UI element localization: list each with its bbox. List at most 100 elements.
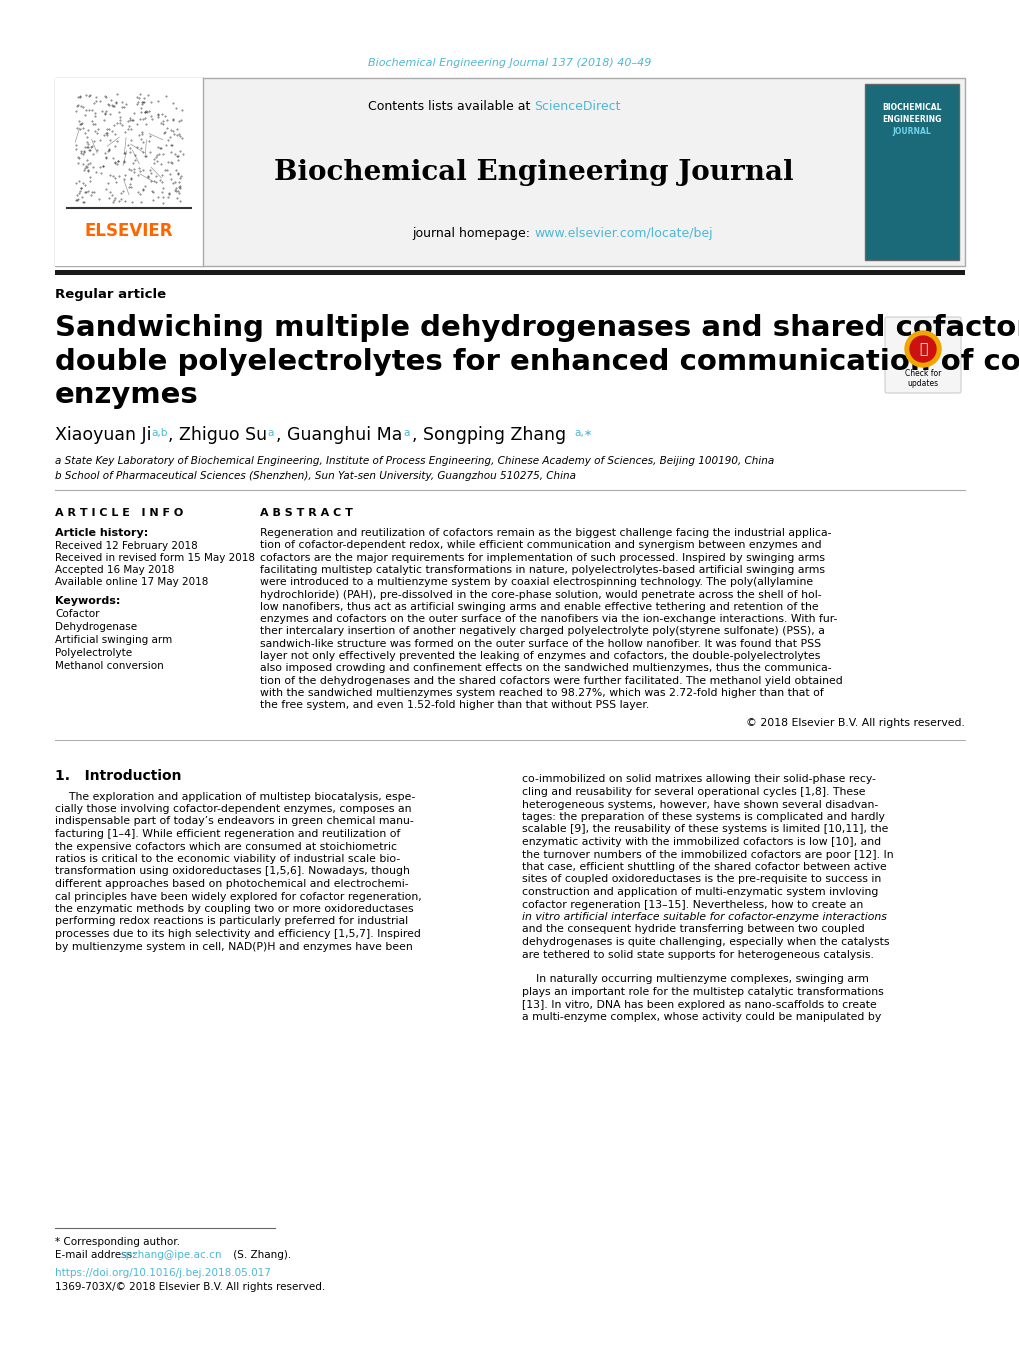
Text: the free system, and even 1.52-fold higher than that without PSS layer.: the free system, and even 1.52-fold high…	[260, 700, 649, 711]
Text: ENGINEERING: ENGINEERING	[881, 115, 941, 124]
Text: tion of the dehydrogenases and the shared cofactors were further facilitated. Th: tion of the dehydrogenases and the share…	[260, 676, 842, 685]
Text: with the sandwiched multienzymes system reached to 98.27%, which was 2.72-fold h: with the sandwiched multienzymes system …	[260, 688, 823, 698]
Text: indispensable part of today’s endeavors in green chemical manu-: indispensable part of today’s endeavors …	[55, 816, 414, 827]
Text: 1369-703X/© 2018 Elsevier B.V. All rights reserved.: 1369-703X/© 2018 Elsevier B.V. All right…	[55, 1282, 325, 1292]
Text: a State Key Laboratory of Biochemical Engineering, Institute of Process Engineer: a State Key Laboratory of Biochemical En…	[55, 457, 773, 466]
Text: ELSEVIER: ELSEVIER	[85, 222, 173, 240]
Text: scalable [9], the reusability of these systems is limited [10,11], the: scalable [9], the reusability of these s…	[522, 824, 888, 835]
Text: BIOCHEMICAL: BIOCHEMICAL	[881, 104, 941, 112]
Text: Keywords:: Keywords:	[55, 596, 120, 607]
Text: 🔔: 🔔	[918, 342, 926, 357]
Text: cling and reusability for several operational cycles [1,8]. These: cling and reusability for several operat…	[522, 788, 865, 797]
Bar	[864, 84, 958, 259]
Text: Biochemical Engineering Journal: Biochemical Engineering Journal	[274, 159, 793, 186]
Text: sandwich-like structure was formed on the outer surface of the hollow nanofiber.: sandwich-like structure was formed on th…	[260, 639, 820, 648]
Bar	[55, 78, 964, 266]
Text: , Songping Zhang: , Songping Zhang	[412, 426, 566, 444]
Bar	[55, 78, 203, 266]
Text: cofactors are the major requirements for implementation of such processed. Inspi: cofactors are the major requirements for…	[260, 553, 824, 562]
Text: Artificial swinging arm: Artificial swinging arm	[55, 635, 172, 644]
Circle shape	[904, 331, 941, 367]
Text: layer not only effectively prevented the leaking of enzymes and cofactors, the d: layer not only effectively prevented the…	[260, 651, 819, 661]
Text: spzhang@ipe.ac.cn: spzhang@ipe.ac.cn	[120, 1250, 221, 1260]
Text: tages: the preparation of these systems is complicated and hardly: tages: the preparation of these systems …	[522, 812, 884, 821]
Text: a: a	[267, 428, 273, 438]
Text: and the consequent hydride transferring between two coupled: and the consequent hydride transferring …	[522, 924, 864, 935]
Text: tion of cofactor-dependent redox, while efficient communication and synergism be: tion of cofactor-dependent redox, while …	[260, 540, 821, 550]
Text: enzymes and cofactors on the outer surface of the nanofibers via the ion-exchang: enzymes and cofactors on the outer surfa…	[260, 615, 837, 624]
Text: [13]. In vitro, DNA has been explored as nano-scaffolds to create: [13]. In vitro, DNA has been explored as…	[522, 1000, 876, 1009]
Text: that case, efficient shuttling of the shared cofactor between active: that case, efficient shuttling of the sh…	[522, 862, 886, 871]
Text: sites of coupled oxidoreductases is the pre-requisite to success in: sites of coupled oxidoreductases is the …	[522, 874, 880, 885]
Text: Received in revised form 15 May 2018: Received in revised form 15 May 2018	[55, 553, 255, 563]
Text: by multienzyme system in cell, NAD(P)H and enzymes have been: by multienzyme system in cell, NAD(P)H a…	[55, 942, 413, 951]
Text: construction and application of multi-enzymatic system invloving: construction and application of multi-en…	[522, 888, 877, 897]
Text: Contents lists available at: Contents lists available at	[367, 100, 534, 112]
FancyBboxPatch shape	[884, 317, 960, 393]
Text: 1.   Introduction: 1. Introduction	[55, 770, 181, 784]
Text: also imposed crowding and confinement effects on the sandwiched multienzymes, th: also imposed crowding and confinement ef…	[260, 663, 830, 673]
Text: plays an important role for the multistep catalytic transformations: plays an important role for the multiste…	[522, 988, 882, 997]
Text: were introduced to a multienzyme system by coaxial electrospinning technology. T: were introduced to a multienzyme system …	[260, 577, 812, 588]
Text: , Zhiguo Su: , Zhiguo Su	[168, 426, 267, 444]
Text: A B S T R A C T: A B S T R A C T	[260, 508, 353, 517]
Text: Cofactor: Cofactor	[55, 609, 100, 619]
Text: * Corresponding author.: * Corresponding author.	[55, 1238, 179, 1247]
Text: a: a	[403, 428, 409, 438]
Text: facilitating multistep catalytic transformations in nature, polyelectrolytes-bas: facilitating multistep catalytic transfo…	[260, 565, 824, 576]
Text: https://doi.org/10.1016/j.bej.2018.05.017: https://doi.org/10.1016/j.bej.2018.05.01…	[55, 1269, 271, 1278]
Text: Methanol conversion: Methanol conversion	[55, 661, 164, 671]
Text: low nanofibers, thus act as artificial swinging arms and enable effective tether: low nanofibers, thus act as artificial s…	[260, 601, 818, 612]
Text: cially those involving cofactor-dependent enzymes, composes an: cially those involving cofactor-dependen…	[55, 804, 411, 815]
Bar	[55, 270, 964, 276]
Text: The exploration and application of multistep biocatalysis, espe-: The exploration and application of multi…	[55, 792, 415, 801]
Text: performing redox reactions is particularly preferred for industrial: performing redox reactions is particular…	[55, 916, 408, 927]
Text: In naturally occurring multienzyme complexes, swinging arm: In naturally occurring multienzyme compl…	[522, 974, 868, 985]
Text: heterogeneous systems, however, have shown several disadvan-: heterogeneous systems, however, have sho…	[522, 800, 877, 809]
Text: Sandwiching multiple dehydrogenases and shared cofactor between
double polyelect: Sandwiching multiple dehydrogenases and …	[55, 313, 1019, 409]
Text: ther intercalary insertion of another negatively charged polyelectrolyte poly(st: ther intercalary insertion of another ne…	[260, 627, 824, 636]
Text: JOURNAL: JOURNAL	[892, 127, 930, 136]
Text: are tethered to solid state supports for heterogeneous catalysis.: are tethered to solid state supports for…	[522, 950, 873, 959]
Text: a,b: a,b	[151, 428, 167, 438]
Text: Dehydrogenase: Dehydrogenase	[55, 621, 137, 632]
Text: ratios is critical to the economic viability of industrial scale bio-: ratios is critical to the economic viabi…	[55, 854, 399, 865]
Text: Biochemical Engineering Journal 137 (2018) 40–49: Biochemical Engineering Journal 137 (201…	[368, 58, 651, 68]
Text: facturing [1–4]. While efficient regeneration and reutilization of: facturing [1–4]. While efficient regener…	[55, 830, 400, 839]
Text: Check for: Check for	[904, 370, 941, 378]
Text: www.elsevier.com/locate/bej: www.elsevier.com/locate/bej	[534, 227, 712, 239]
Text: Xiaoyuan Ji: Xiaoyuan Ji	[55, 426, 152, 444]
Text: hydrochloride) (PAH), pre-dissolved in the core-phase solution, would penetrate : hydrochloride) (PAH), pre-dissolved in t…	[260, 589, 821, 600]
Text: b School of Pharmaceutical Sciences (Shenzhen), Sun Yat-sen University, Guangzho: b School of Pharmaceutical Sciences (She…	[55, 471, 576, 481]
Text: © 2018 Elsevier B.V. All rights reserved.: © 2018 Elsevier B.V. All rights reserved…	[745, 717, 964, 727]
Text: Article history:: Article history:	[55, 528, 148, 538]
Text: Available online 17 May 2018: Available online 17 May 2018	[55, 577, 208, 586]
Text: ScienceDirect: ScienceDirect	[534, 100, 620, 112]
Text: Accepted 16 May 2018: Accepted 16 May 2018	[55, 565, 174, 576]
Text: journal homepage:: journal homepage:	[412, 227, 534, 239]
Text: different approaches based on photochemical and electrochemi-: different approaches based on photochemi…	[55, 880, 409, 889]
Text: transformation using oxidoreductases [1,5,6]. Nowadays, though: transformation using oxidoreductases [1,…	[55, 866, 410, 877]
Text: Received 12 February 2018: Received 12 February 2018	[55, 540, 198, 551]
Text: A R T I C L E   I N F O: A R T I C L E I N F O	[55, 508, 183, 517]
Text: the enzymatic methods by coupling two or more oxidoreductases: the enzymatic methods by coupling two or…	[55, 904, 414, 915]
Text: a,∗: a,∗	[574, 428, 592, 438]
Text: co-immobilized on solid matrixes allowing their solid-phase recy-: co-immobilized on solid matrixes allowin…	[522, 774, 875, 785]
Circle shape	[909, 336, 935, 362]
Text: enzymatic activity with the immobilized cofactors is low [10], and: enzymatic activity with the immobilized …	[522, 838, 880, 847]
Text: in vitro artificial interface suitable for cofactor-enzyme interactions: in vitro artificial interface suitable f…	[522, 912, 886, 921]
Text: dehydrogenases is quite challenging, especially when the catalysts: dehydrogenases is quite challenging, esp…	[522, 938, 889, 947]
Text: the expensive cofactors which are consumed at stoichiometric: the expensive cofactors which are consum…	[55, 842, 396, 851]
Text: Regeneration and reutilization of cofactors remain as the biggest challenge faci: Regeneration and reutilization of cofact…	[260, 528, 830, 538]
Text: cal principles have been widely explored for cofactor regeneration,: cal principles have been widely explored…	[55, 892, 421, 901]
Text: , Guanghui Ma: , Guanghui Ma	[276, 426, 401, 444]
Text: cofactor regeneration [13–15]. Nevertheless, how to create an: cofactor regeneration [13–15]. Neverthel…	[522, 900, 862, 909]
Text: the turnover numbers of the immobilized cofactors are poor [12]. In: the turnover numbers of the immobilized …	[522, 850, 893, 859]
Text: updates: updates	[907, 378, 937, 388]
Text: (S. Zhang).: (S. Zhang).	[229, 1250, 291, 1260]
Text: E-mail address:: E-mail address:	[55, 1250, 139, 1260]
Text: Polyelectrolyte: Polyelectrolyte	[55, 648, 132, 658]
Text: Regular article: Regular article	[55, 288, 166, 301]
Text: a multi-enzyme complex, whose activity could be manipulated by: a multi-enzyme complex, whose activity c…	[522, 1012, 880, 1021]
Text: processes due to its high selectivity and efficiency [1,5,7]. Inspired: processes due to its high selectivity an…	[55, 929, 421, 939]
